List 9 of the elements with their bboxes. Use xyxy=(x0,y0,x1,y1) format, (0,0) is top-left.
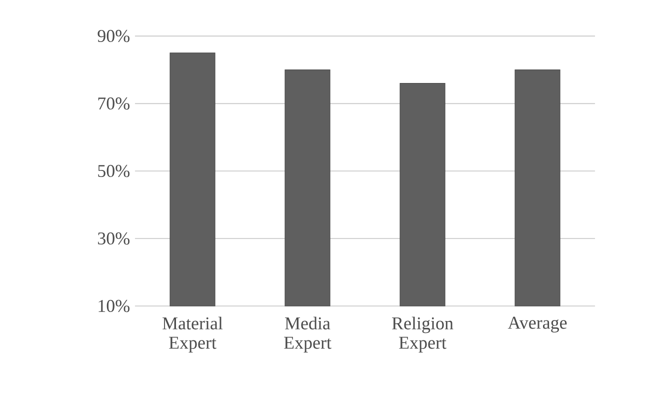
x-tick-label: Media Expert xyxy=(284,316,332,352)
y-tick-label: 50% xyxy=(98,164,130,178)
y-tick-label: 10% xyxy=(98,300,130,312)
x-tick-label: Average xyxy=(508,316,567,333)
y-tick-label: 70% xyxy=(98,97,130,110)
y-tick-label: 30% xyxy=(98,232,130,245)
y-tick-label: 90% xyxy=(98,30,130,42)
x-tick-label: Material Expert xyxy=(162,316,223,352)
x-tick-label: Religion Expert xyxy=(392,316,454,352)
